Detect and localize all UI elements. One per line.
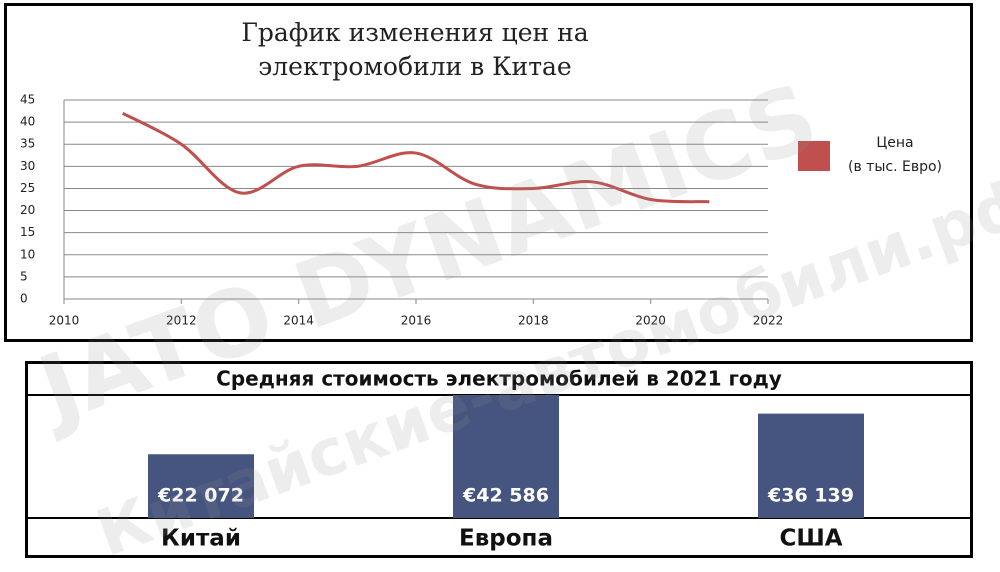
value-label: €42 586 [462,485,549,507]
x-tick-label: 2022 [753,314,784,328]
category-label: Европа [459,526,553,552]
y-tick-label: 45 [20,93,35,107]
legend-label: Цена (в тыс. Евро) [848,135,942,175]
y-tick-label: 10 [20,247,35,261]
chart-title: График изменения цен на электромобили в … [241,18,589,81]
bar [453,395,559,518]
bar [758,413,864,518]
line-series [121,111,710,204]
x-tick-label: 2012 [166,314,197,328]
value-label: €22 072 [157,485,244,507]
x-tick-label: 2020 [635,314,666,328]
x-tick-label: 2014 [283,314,314,328]
category-label: США [779,526,842,552]
value-label: €36 139 [767,485,854,507]
bar-chart-frame [25,361,973,558]
x-tick-label: 2018 [518,314,549,328]
bar [148,454,254,518]
y-tick-label: 0 [20,292,28,306]
category-label: Китай [161,526,241,552]
legend-swatch [798,141,830,171]
chart-title: Средняя стоимость электромобилей в 2021 … [216,367,782,391]
y-tick-label: 35 [20,137,35,151]
y-tick-label: 5 [20,269,28,283]
y-tick-label: 15 [20,225,35,239]
x-tick-label: 2010 [49,314,80,328]
y-tick-label: 25 [20,181,35,195]
y-tick-label: 30 [20,159,35,173]
x-tick-label: 2016 [401,314,432,328]
y-tick-label: 20 [20,203,35,217]
y-tick-label: 40 [20,115,35,129]
line-chart-frame [4,3,973,342]
